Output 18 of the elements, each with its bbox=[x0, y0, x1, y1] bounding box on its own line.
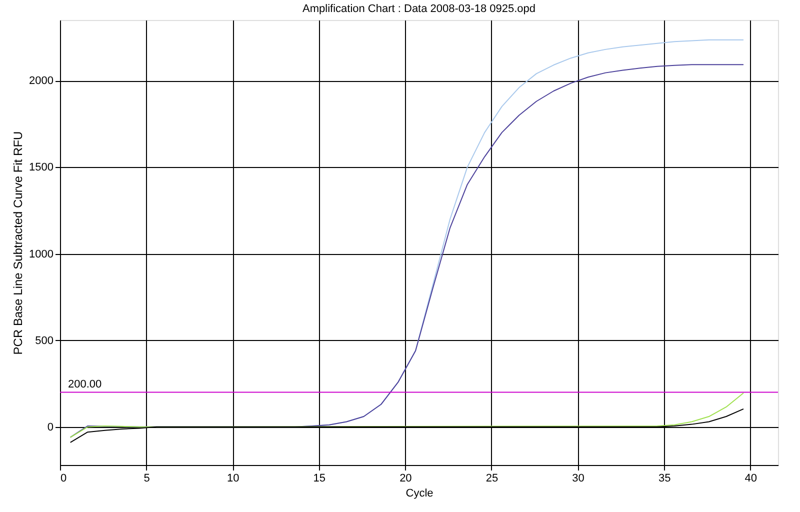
x-tick-label: 35 bbox=[658, 472, 671, 484]
y-tick-label: 0 bbox=[47, 421, 54, 434]
ref-line-label: 200.00 bbox=[68, 378, 102, 390]
y-tick-label: 1000 bbox=[29, 248, 54, 260]
x-tick-label: 10 bbox=[226, 472, 240, 484]
y-tick-label: 500 bbox=[35, 334, 54, 347]
x-tick-label: 5 bbox=[144, 472, 150, 484]
y-tick-label: 1500 bbox=[29, 162, 54, 174]
x-axis-title: Cycle bbox=[406, 488, 434, 500]
x-tick-label: 40 bbox=[744, 472, 758, 484]
x-tick-label: 30 bbox=[572, 472, 584, 484]
chart-title: Amplification Chart : Data 2008-03-18 0925.opd bbox=[302, 3, 536, 15]
x-tick-label: 25 bbox=[486, 472, 498, 484]
x-tick-label: 0 bbox=[60, 472, 67, 484]
y-axis-title: PCR Base Line Subtracted Curve Fit RFU bbox=[11, 131, 26, 355]
x-tick-label: 20 bbox=[400, 472, 412, 484]
x-tick-label: 15 bbox=[313, 472, 326, 484]
y-tick-label: 2000 bbox=[29, 75, 54, 88]
